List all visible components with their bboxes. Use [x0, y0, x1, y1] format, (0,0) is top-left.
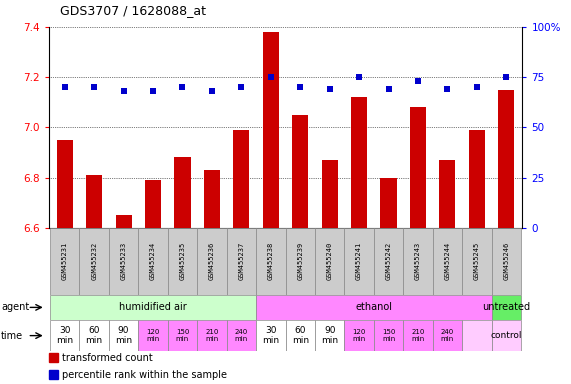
Bar [256, 228, 286, 295]
Bar [57, 140, 73, 228]
Bar [469, 130, 485, 228]
Bar [138, 320, 168, 351]
Bar [49, 353, 58, 362]
Text: 120
min: 120 min [352, 329, 366, 342]
Text: GSM455242: GSM455242 [385, 242, 392, 280]
Text: humidified air: humidified air [119, 302, 187, 313]
Text: 210
min: 210 min [205, 329, 219, 342]
Bar [286, 228, 315, 295]
Bar [286, 320, 315, 351]
Bar [256, 320, 286, 351]
Text: time: time [1, 331, 23, 341]
Bar [86, 175, 102, 228]
Text: 90
min: 90 min [115, 326, 132, 345]
Text: GSM455239: GSM455239 [297, 242, 303, 280]
Bar [315, 228, 344, 295]
Bar [403, 228, 433, 295]
Bar [109, 228, 138, 295]
Text: control: control [490, 331, 522, 340]
Text: GDS3707 / 1628088_at: GDS3707 / 1628088_at [60, 4, 206, 17]
Bar [492, 228, 521, 295]
Bar [233, 130, 250, 228]
Bar [374, 228, 403, 295]
Bar [79, 320, 109, 351]
Bar [410, 107, 426, 228]
Text: percentile rank within the sample: percentile rank within the sample [62, 369, 227, 379]
Bar [403, 320, 433, 351]
Text: GSM455244: GSM455244 [444, 242, 451, 280]
Bar [462, 320, 492, 351]
Text: GSM455235: GSM455235 [179, 242, 186, 280]
Bar [380, 177, 397, 228]
Bar [374, 320, 403, 351]
Text: GSM455234: GSM455234 [150, 242, 156, 280]
Text: 150
min: 150 min [382, 329, 395, 342]
Text: 90
min: 90 min [321, 326, 338, 345]
Text: 120
min: 120 min [146, 329, 160, 342]
Bar [433, 320, 462, 351]
Bar [50, 228, 79, 295]
Text: 30
min: 30 min [262, 326, 279, 345]
Text: GSM455238: GSM455238 [268, 242, 274, 280]
Text: 60
min: 60 min [86, 326, 103, 345]
Bar [197, 320, 227, 351]
Bar [50, 295, 256, 320]
Bar [115, 215, 132, 228]
Text: untreated: untreated [482, 302, 530, 313]
Text: 30
min: 30 min [56, 326, 73, 345]
Bar [174, 157, 191, 228]
Bar [344, 320, 374, 351]
Text: GSM455233: GSM455233 [120, 242, 127, 280]
Bar [492, 320, 521, 351]
Text: GSM455245: GSM455245 [474, 242, 480, 280]
Text: 240
min: 240 min [235, 329, 248, 342]
Bar [168, 228, 197, 295]
Bar [227, 228, 256, 295]
Bar [204, 170, 220, 228]
Bar [439, 160, 456, 228]
Bar [79, 228, 109, 295]
Bar [263, 32, 279, 228]
Bar [351, 97, 367, 228]
Bar [109, 320, 138, 351]
Bar [49, 370, 58, 379]
Text: GSM455237: GSM455237 [238, 242, 244, 280]
Bar [138, 228, 168, 295]
Text: agent: agent [1, 302, 29, 313]
Bar [321, 160, 338, 228]
Text: ethanol: ethanol [355, 302, 392, 313]
Text: GSM455241: GSM455241 [356, 242, 362, 280]
Text: 210
min: 210 min [411, 329, 425, 342]
Text: GSM455236: GSM455236 [209, 242, 215, 280]
Bar [344, 228, 374, 295]
Text: 60
min: 60 min [292, 326, 309, 345]
Bar [50, 320, 79, 351]
Text: GSM455232: GSM455232 [91, 242, 97, 280]
Bar [315, 320, 344, 351]
Bar [498, 89, 514, 228]
Bar [145, 180, 161, 228]
Bar [227, 320, 256, 351]
Bar [197, 228, 227, 295]
Bar [492, 295, 521, 320]
Bar [168, 320, 197, 351]
Text: transformed count: transformed count [62, 353, 152, 362]
Bar [433, 228, 462, 295]
Bar [462, 228, 492, 295]
Text: 240
min: 240 min [441, 329, 454, 342]
Text: 150
min: 150 min [176, 329, 189, 342]
Text: GSM455246: GSM455246 [503, 242, 509, 280]
Bar [256, 295, 492, 320]
Text: GSM455231: GSM455231 [62, 242, 68, 280]
Text: GSM455243: GSM455243 [415, 242, 421, 280]
Text: GSM455240: GSM455240 [327, 242, 333, 280]
Bar [292, 115, 308, 228]
